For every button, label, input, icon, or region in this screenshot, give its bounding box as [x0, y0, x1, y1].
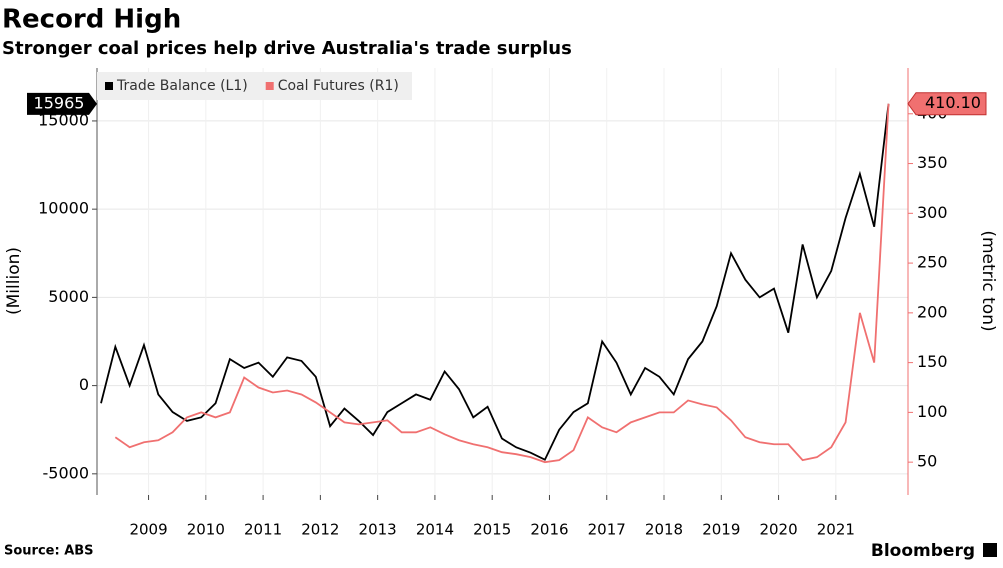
legend-box	[97, 72, 412, 100]
line-series	[114, 103, 890, 464]
line-series	[100, 103, 890, 461]
legend-swatch	[265, 82, 274, 90]
y2-tick-label: 350	[917, 153, 948, 172]
y2-tick-label: 50	[917, 452, 937, 471]
value-label-box	[907, 92, 987, 116]
x-tick-label: 2011	[244, 521, 282, 539]
x-tick-label: 2010	[187, 521, 225, 539]
x-tick-label: 2018	[645, 521, 683, 539]
y-tick-label: 0	[79, 375, 89, 394]
y2-tick-label: 150	[917, 352, 948, 371]
y2-tick-label: 100	[917, 402, 948, 421]
x-tick-label: 2013	[359, 521, 397, 539]
y-tick-label: -5000	[43, 463, 90, 482]
x-tick-label: 2017	[588, 521, 626, 539]
chart-subtitle: Stronger coal prices help drive Australi…	[2, 38, 572, 59]
x-tick-label: 2012	[301, 521, 339, 539]
x-tick-label: 2009	[129, 521, 167, 539]
x-tick-label: 2015	[473, 521, 511, 539]
source: Source: ABS	[4, 544, 94, 559]
brand-icon	[983, 543, 997, 557]
value-label: 410.10	[925, 93, 981, 112]
y-tick-label: 5000	[48, 287, 89, 306]
y2-tick-label: 300	[917, 203, 948, 222]
y2-axis-label: (metric ton)	[978, 230, 998, 331]
x-tick-label: 2016	[530, 521, 568, 539]
x-tick-label: 2014	[416, 521, 454, 539]
y-tick-label: 15000	[38, 110, 89, 129]
x-tick-label: 2020	[759, 521, 797, 539]
y-axis-label: (Million)	[4, 247, 24, 315]
y-tick-label: 10000	[38, 199, 89, 218]
x-tick-label: 2019	[702, 521, 740, 539]
y2-tick-label: 250	[917, 253, 948, 272]
legend-swatch	[105, 82, 113, 90]
legend-label: Trade Balance (L1)	[116, 78, 248, 94]
value-label-box	[27, 92, 97, 115]
chart-title: Record High	[2, 5, 181, 35]
value-label: 15965	[34, 93, 85, 112]
y2-tick-label: 200	[917, 302, 948, 321]
legend-label: Coal Futures (R1)	[278, 78, 399, 94]
x-tick-label: 2021	[817, 521, 855, 539]
brand: Bloomberg	[871, 541, 975, 561]
